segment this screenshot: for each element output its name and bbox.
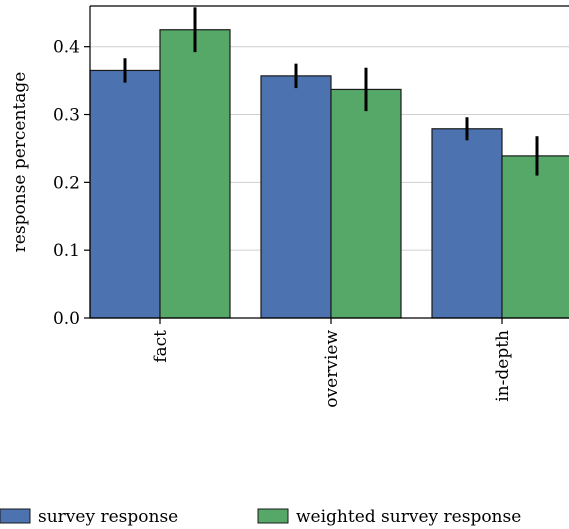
bar-weighted-fact [159, 29, 231, 319]
bar-survey-fact [89, 69, 161, 319]
x-tick-label: overview [322, 330, 342, 408]
x-tick-label: fact [151, 330, 171, 363]
y-tick-label: 0.2 [53, 173, 80, 193]
bar-weighted-in-depth [501, 155, 569, 319]
y-tick-label: 0.4 [53, 38, 80, 58]
axes [89, 5, 569, 319]
bar-survey-in-depth [431, 128, 503, 319]
x-ticks: fact overview in-depth [151, 318, 513, 408]
bars [89, 29, 569, 319]
legend-swatch [257, 508, 289, 524]
legend-swatch [0, 508, 31, 524]
legend-label: weighted survey response [296, 507, 521, 527]
error-bars [123, 7, 539, 176]
legend: survey response weighted survey response [0, 507, 521, 527]
bar-weighted-overview [330, 88, 402, 319]
y-axis-title: response percentage [10, 72, 30, 253]
y-ticks: 0.0 0.1 0.2 0.3 0.4 [53, 38, 90, 329]
y-tick-label: 0.3 [53, 106, 80, 126]
y-tick-label: 0.0 [53, 309, 80, 329]
y-tick-label: 0.1 [53, 241, 80, 261]
bar-survey-overview [260, 75, 332, 319]
legend-label: survey response [38, 507, 178, 527]
x-tick-label: in-depth [493, 330, 513, 402]
